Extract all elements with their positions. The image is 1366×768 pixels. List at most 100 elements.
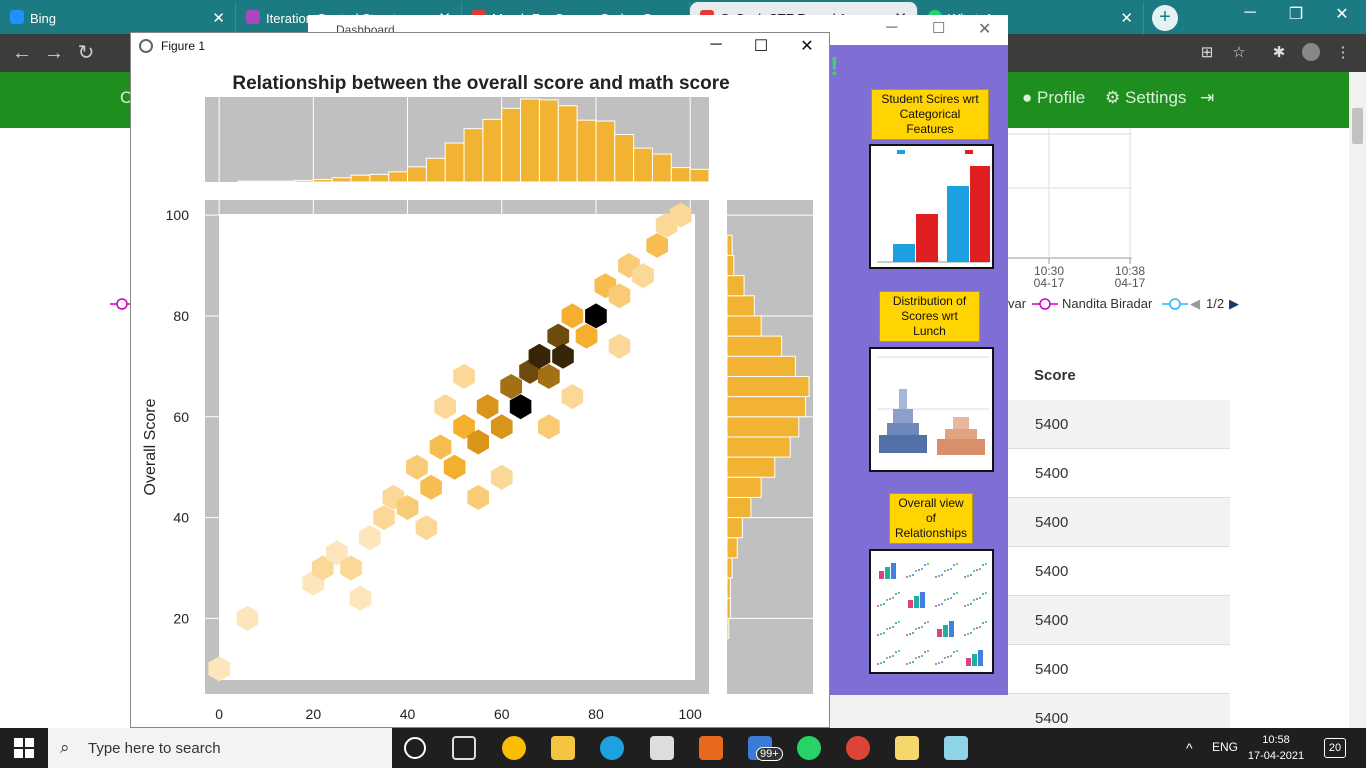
hexbin-cell <box>646 232 668 258</box>
close-icon[interactable]: ✕ <box>978 21 992 38</box>
date-tick: 04-17 <box>1034 276 1065 290</box>
pairplot-point <box>938 575 940 577</box>
chrome-profile-icon[interactable] <box>846 736 870 760</box>
pairplot-point <box>947 656 949 658</box>
pairplot-point <box>985 563 987 565</box>
new-tab-button[interactable]: + <box>1152 5 1178 31</box>
main-panel-inner <box>219 214 695 680</box>
clock[interactable]: 10:58 17-04-2021 <box>1246 732 1306 764</box>
language-indicator[interactable]: ENG <box>1212 740 1239 754</box>
whatsapp-icon[interactable] <box>797 736 821 760</box>
right-hist-bar <box>726 436 791 458</box>
windows-start-icon[interactable] <box>14 738 34 758</box>
pairplot-point <box>953 564 955 566</box>
boxen-plot-thumbnail[interactable] <box>869 347 994 472</box>
bar-chart-thumbnail[interactable] <box>869 144 994 269</box>
page-scrollbar[interactable] <box>1349 72 1366 728</box>
right-hist-bar <box>726 355 796 377</box>
y-tick-label: 40 <box>173 510 189 526</box>
pairplot-point <box>924 651 926 653</box>
pairplot-point <box>970 632 972 634</box>
translate-icon[interactable]: ⊞ <box>1200 44 1214 61</box>
office-icon[interactable] <box>699 736 723 760</box>
maximize-icon[interactable]: ☐ <box>753 38 769 55</box>
pairplot-bar <box>972 654 977 666</box>
taskbar-search[interactable] <box>48 728 392 768</box>
pairplot-point <box>892 626 894 628</box>
python-icon[interactable] <box>895 736 919 760</box>
maximize-icon[interactable]: ☐ <box>932 20 946 37</box>
score-cell: 5400 <box>1035 563 1069 580</box>
search-input[interactable]: Type here to search <box>88 740 221 757</box>
store-icon[interactable] <box>650 736 674 760</box>
pairplot-point <box>947 569 949 571</box>
nav-settings-link[interactable]: ⚙ Settings <box>1105 88 1187 107</box>
logout-icon[interactable]: ⇥ <box>1200 88 1215 107</box>
minimize-icon[interactable]: ─ <box>710 36 722 53</box>
close-icon[interactable]: ✕ <box>800 38 814 55</box>
pairplot-point <box>935 605 937 607</box>
close-window-icon[interactable]: ✕ <box>1335 6 1349 23</box>
pairplot-point <box>935 576 937 578</box>
minimize-icon[interactable]: ─ <box>886 19 898 36</box>
cortana-icon[interactable] <box>404 737 426 759</box>
right-hist-bar <box>726 234 733 256</box>
hexbin-cell <box>632 263 654 289</box>
top-hist-bar <box>444 142 465 183</box>
x-tick-label: 80 <box>588 706 604 722</box>
hexbin-cell <box>500 374 522 399</box>
legend-prev-icon[interactable]: ◀ <box>1190 296 1200 311</box>
notification-icon[interactable]: 20 <box>1324 738 1346 758</box>
back-icon[interactable]: ← <box>12 42 32 64</box>
pairplot-bar <box>908 600 913 608</box>
avatar[interactable] <box>1302 43 1320 61</box>
legend-page: 1/2 <box>1206 296 1225 311</box>
right-hist-bar <box>726 617 730 640</box>
close-icon[interactable]: ✕ <box>1120 10 1133 27</box>
score-cell: 5400 <box>1035 612 1069 629</box>
task-view-icon[interactable] <box>452 736 476 760</box>
top-hist-bar <box>425 157 446 183</box>
close-icon[interactable]: ✕ <box>212 10 225 27</box>
pairplot-point <box>970 603 972 605</box>
notes-icon[interactable] <box>944 736 968 760</box>
categorical-features-label: Student Scires wrt Categorical Features <box>871 89 989 140</box>
right-hist-bar <box>726 456 776 478</box>
right-hist-bar <box>726 396 807 418</box>
right-hist-bar <box>726 335 783 357</box>
pairplot-point <box>956 650 958 652</box>
table-row: 5400 <box>830 449 1230 498</box>
pairplot-point <box>941 603 943 605</box>
nav-profile-link[interactable]: ● Profile <box>1022 88 1086 107</box>
top-hist-bar <box>689 168 710 183</box>
pairplot-point <box>985 592 987 594</box>
chrome-icon[interactable] <box>502 736 526 760</box>
pairplot-point <box>886 657 888 659</box>
edge-icon[interactable] <box>600 736 624 760</box>
menu-icon[interactable]: ⋮ <box>1335 44 1351 61</box>
pairplot-thumbnail[interactable] <box>869 549 994 674</box>
extensions-icon[interactable]: ✱ <box>1272 44 1286 61</box>
pairplot-point <box>883 661 885 663</box>
minimize-icon[interactable]: ─ <box>1244 4 1256 21</box>
tab-bing[interactable]: Bing ✕ <box>0 2 236 34</box>
bing-icon <box>10 10 24 24</box>
pairplot-point <box>918 569 920 571</box>
star-icon[interactable]: ☆ <box>1232 44 1246 61</box>
y-tick-label: 60 <box>173 409 189 425</box>
relationships-label: Overall view of Relationships <box>889 493 973 544</box>
pairplot-point <box>976 598 978 600</box>
restore-icon[interactable]: ❐ <box>1288 6 1304 23</box>
hexbin-cell <box>340 555 362 581</box>
top-hist-bar <box>237 180 258 183</box>
scrollbar-thumb[interactable] <box>1352 108 1363 144</box>
legend-name[interactable]: Nandita Biradar <box>1062 296 1153 311</box>
chevron-up-icon[interactable]: ^ <box>1186 740 1193 756</box>
reload-icon[interactable]: ↻ <box>77 42 95 64</box>
file-explorer-icon[interactable] <box>551 736 575 760</box>
pairplot-point <box>892 655 894 657</box>
forward-icon[interactable]: → <box>44 42 64 64</box>
pairplot-bar <box>885 567 890 579</box>
legend-next-icon[interactable]: ▶ <box>1229 296 1239 311</box>
pairplot-point <box>935 663 937 665</box>
